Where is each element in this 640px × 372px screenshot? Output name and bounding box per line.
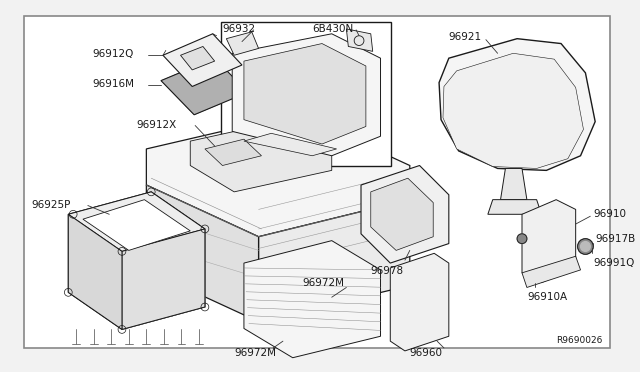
Polygon shape <box>244 241 381 358</box>
Polygon shape <box>163 34 242 86</box>
Polygon shape <box>522 200 575 283</box>
Polygon shape <box>180 46 214 70</box>
Polygon shape <box>68 214 122 330</box>
Polygon shape <box>68 192 205 251</box>
Polygon shape <box>161 58 248 115</box>
Text: 96910A: 96910A <box>527 292 567 302</box>
Circle shape <box>580 242 590 251</box>
Text: 96912X: 96912X <box>136 120 177 130</box>
Polygon shape <box>443 53 584 169</box>
Polygon shape <box>390 253 449 351</box>
Polygon shape <box>227 32 259 55</box>
Text: 96932: 96932 <box>223 24 255 34</box>
Text: 6B430N: 6B430N <box>312 24 353 34</box>
Text: 96917B: 96917B <box>595 234 636 244</box>
Polygon shape <box>346 29 372 51</box>
Polygon shape <box>232 34 381 156</box>
Polygon shape <box>147 114 410 237</box>
Bar <box>221 22 391 167</box>
Text: 96972M: 96972M <box>234 348 276 358</box>
Polygon shape <box>147 185 259 322</box>
Polygon shape <box>244 133 337 156</box>
Circle shape <box>578 239 593 254</box>
Polygon shape <box>259 200 410 322</box>
Polygon shape <box>68 192 205 330</box>
Text: 96916M: 96916M <box>93 78 134 89</box>
Text: 96925P: 96925P <box>31 200 70 210</box>
Text: 96960: 96960 <box>410 348 443 358</box>
Polygon shape <box>83 200 190 250</box>
Polygon shape <box>122 229 205 330</box>
Text: 96978: 96978 <box>371 266 404 276</box>
Polygon shape <box>439 39 595 170</box>
Polygon shape <box>522 256 580 288</box>
Text: R9690026: R9690026 <box>556 336 602 345</box>
Text: 96910: 96910 <box>593 209 626 219</box>
Text: 96991Q: 96991Q <box>593 258 635 268</box>
Polygon shape <box>190 120 332 192</box>
Polygon shape <box>244 44 366 144</box>
Circle shape <box>517 234 527 244</box>
Polygon shape <box>361 166 449 263</box>
Polygon shape <box>371 178 433 250</box>
Polygon shape <box>500 169 527 200</box>
Polygon shape <box>488 200 541 214</box>
Polygon shape <box>205 139 262 166</box>
Text: 96972M: 96972M <box>303 278 344 288</box>
Text: 96912Q: 96912Q <box>93 49 134 60</box>
Text: 96921: 96921 <box>449 32 482 42</box>
